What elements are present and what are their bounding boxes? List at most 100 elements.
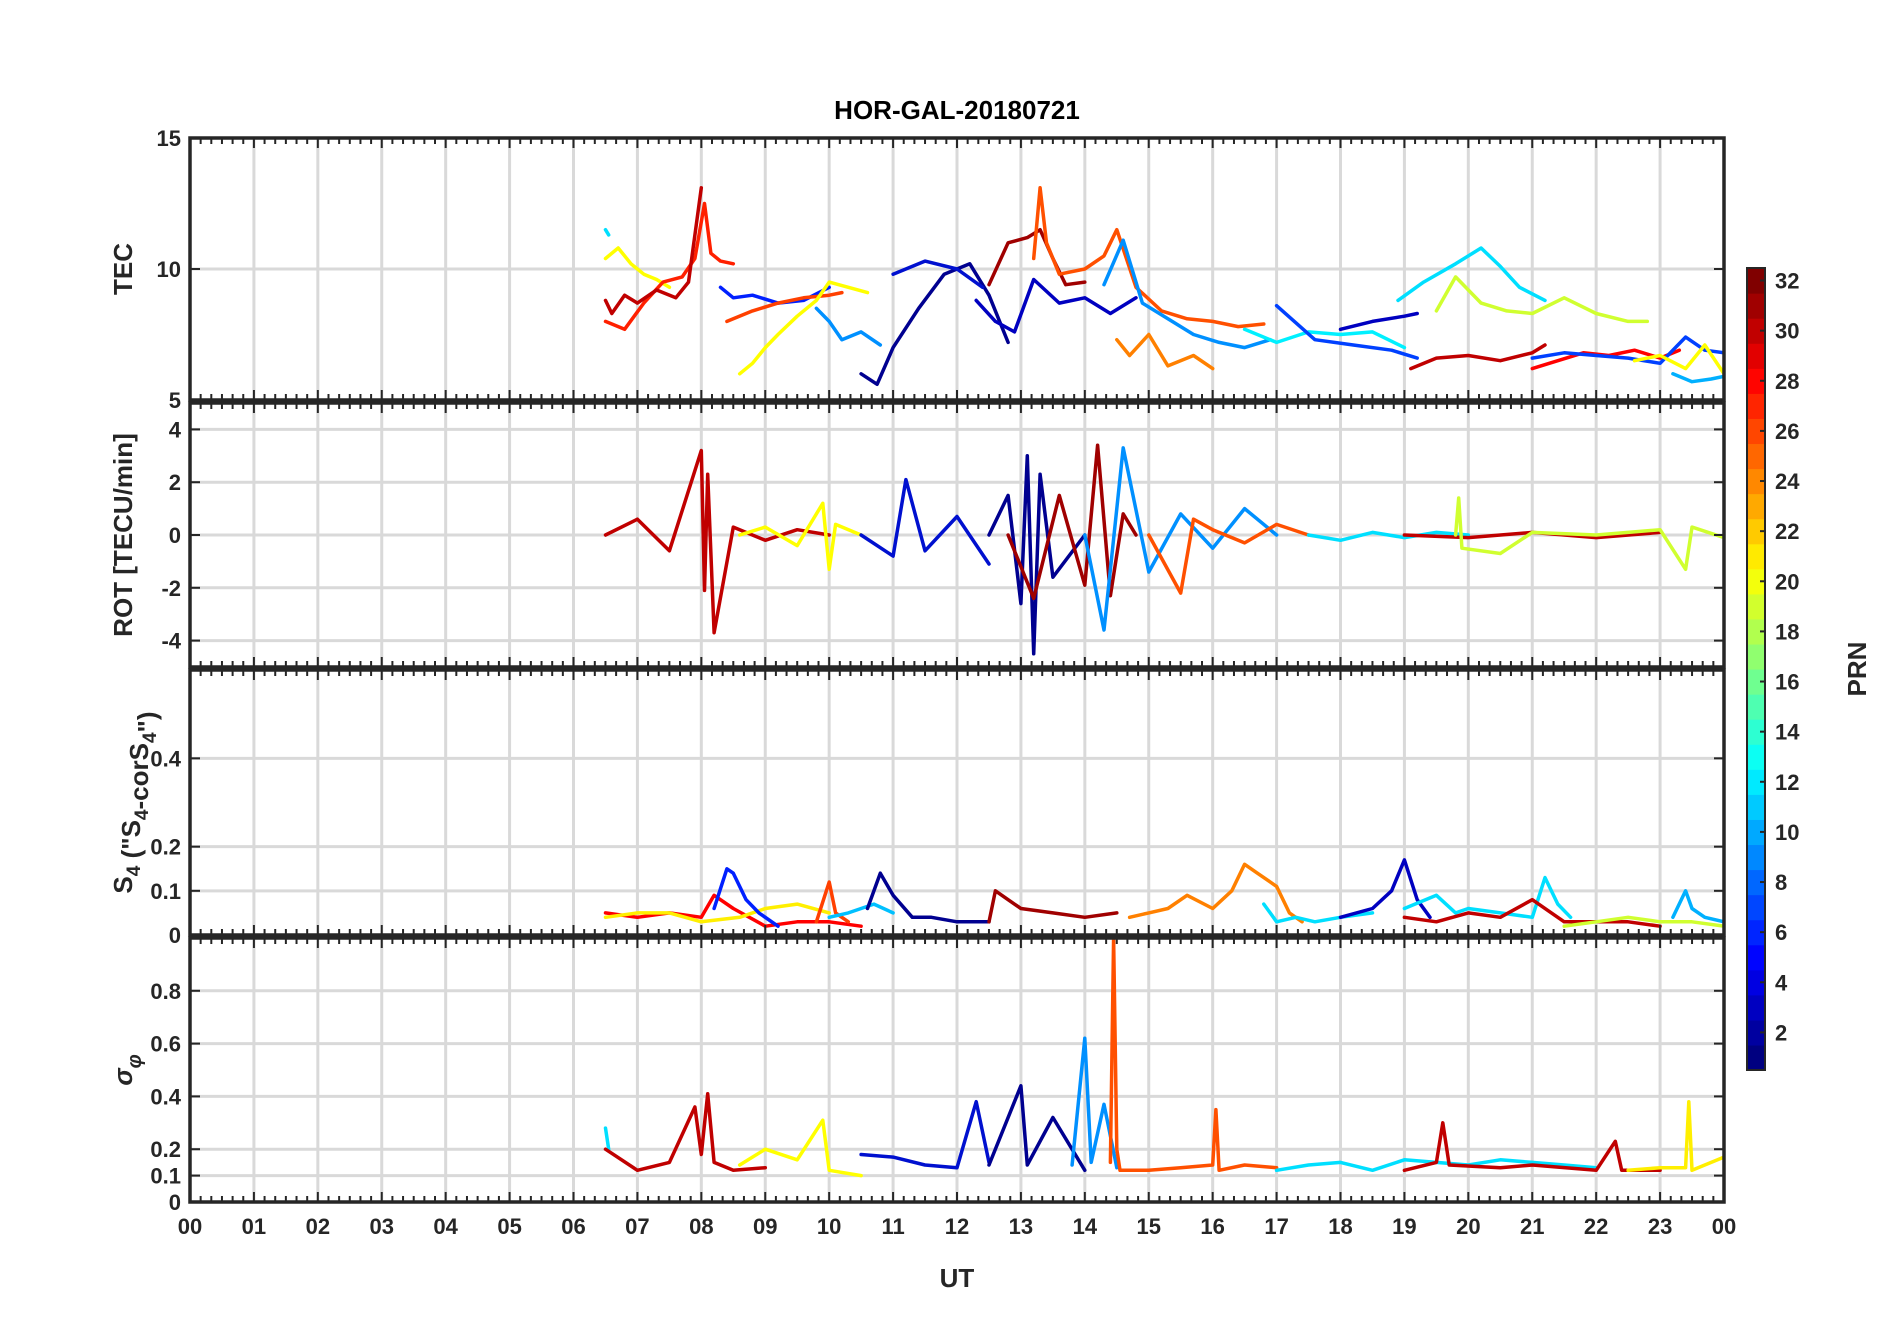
colorbar-tick-label: 6 [1775, 920, 1787, 945]
series-prn-30 [1402, 1121, 1662, 1173]
series-prn-8 [814, 306, 883, 347]
series-prn-12 [1306, 530, 1471, 543]
colorbar-tick-label: 10 [1775, 820, 1799, 845]
series-prn-23 [1115, 332, 1215, 371]
x-tick-label: 19 [1392, 1214, 1416, 1239]
x-tick-label: 16 [1200, 1214, 1224, 1239]
y-tick-label: 0.6 [150, 1032, 181, 1057]
series-prn-26 [725, 290, 844, 324]
x-tick-label: 12 [945, 1214, 969, 1239]
y-tick-label: 0.1 [150, 1164, 181, 1189]
colorbar-segment [1747, 669, 1765, 695]
x-tick-label: 10 [817, 1214, 841, 1239]
colorbar-segment [1747, 844, 1765, 871]
series-prn-21 [1632, 343, 1724, 376]
colorbar-tick-label: 8 [1775, 870, 1787, 895]
s4-panel: 0 0.1 0.2 0.4S4 ("S4-corS4") [108, 668, 1726, 948]
colorbar-label: PRN [1842, 642, 1872, 697]
x-tick-label: 13 [1009, 1214, 1033, 1239]
colorbar-tick-label: 14 [1775, 720, 1800, 745]
colorbar-segment [1747, 618, 1765, 645]
series-prn-30 [1402, 897, 1662, 928]
colorbar-segment [1747, 794, 1765, 820]
y-tick-label: 0 [169, 923, 181, 948]
series-prn-23 [1127, 862, 1304, 924]
colorbar-tick-label: 20 [1775, 569, 1799, 594]
colorbar-segment [1747, 994, 1765, 1021]
s4-series-group [603, 858, 1724, 928]
series-prn-25 [1147, 517, 1311, 595]
series-prn-1 [859, 262, 1010, 387]
y-tick-label: 0.1 [150, 879, 181, 904]
x-tick-label: 15 [1137, 1214, 1161, 1239]
series-prn-25 [1031, 186, 1266, 329]
colorbar-segment [1747, 1019, 1765, 1046]
y-tick-label: 4 [169, 417, 182, 442]
colorbar-segment [1747, 919, 1765, 946]
series-prn-31 [987, 227, 1087, 287]
x-tick-label: 21 [1520, 1214, 1544, 1239]
series-prn-31 [1006, 443, 1138, 601]
series-prn-1 [987, 454, 1087, 656]
colorbar-segment [1747, 293, 1765, 319]
x-axis: 00 01 02 03 04 05 06 07 08 09 10 11 12 13 14 15 16 17 18 19… [178, 1214, 1736, 1239]
colorbar-segment [1747, 393, 1765, 419]
y-tick-label: 0 [169, 1190, 181, 1215]
x-tick-label: 04 [433, 1214, 458, 1239]
x-tick-label: 01 [242, 1214, 266, 1239]
y-tick-label: 0 [169, 523, 181, 548]
tec-ylabel: TEC [108, 243, 138, 295]
series-prn-2 [1338, 311, 1419, 332]
colorbar-segment [1747, 493, 1765, 520]
y-tick-label: -2 [161, 576, 181, 601]
colorbar-tick-label: 26 [1775, 419, 1799, 444]
colorbar-segment [1747, 268, 1765, 294]
series-prn-2 [974, 277, 1138, 334]
colorbar-tick-label: 28 [1775, 369, 1799, 394]
colorbar-tick-label: 16 [1775, 670, 1799, 695]
colorbar-segment [1747, 368, 1765, 394]
y-tick-label: 15 [157, 126, 181, 151]
x-tick-label: 18 [1328, 1214, 1352, 1239]
series-prn-21 [737, 1118, 863, 1178]
sigma_phi-ylabel: σφ [108, 1054, 146, 1085]
series-prn-19 [1434, 275, 1650, 324]
x-tick-label: 07 [625, 1214, 649, 1239]
y-tick-label: 0.8 [150, 979, 181, 1004]
colorbar-tick-label: 24 [1775, 469, 1800, 494]
y-tick-label: 0.2 [150, 1137, 181, 1162]
x-tick-label: 11 [881, 1214, 904, 1239]
x-axis-label: UT [940, 1263, 975, 1293]
colorbar-segment [1747, 468, 1765, 495]
rot-ylabel: ROT [TECU/min] [108, 433, 138, 637]
y-tick-label: 5 [169, 388, 181, 413]
series-prn-1 [987, 1084, 1087, 1173]
y-tick-label: 0.2 [150, 835, 181, 860]
colorbar-tick-label: 32 [1775, 269, 1799, 294]
series-prn-9 [1671, 372, 1724, 384]
series-prn-25 [1108, 938, 1279, 1173]
colorbar-segment [1747, 819, 1765, 846]
series-prn-19 [1453, 496, 1724, 572]
series-prn-10 [827, 902, 895, 920]
series-prn-30 [1409, 343, 1547, 371]
series-prn-3 [859, 477, 991, 566]
series-prn-30 [603, 186, 704, 316]
series-prn-9 [1671, 889, 1724, 924]
series-prn-1 [865, 871, 991, 924]
tec-panel: 5 10 15 TEC [108, 126, 1726, 413]
colorbar-segment [1747, 318, 1765, 344]
colorbar-segment [1747, 593, 1765, 620]
series-prn-8 [1102, 238, 1272, 350]
sigma_phi-series-group [603, 938, 1724, 1178]
series-prn-19 [1562, 915, 1724, 928]
series-prn-2 [1338, 858, 1432, 920]
x-tick-label: 02 [306, 1214, 330, 1239]
series-prn-30 [603, 448, 831, 635]
colorbar-segment [1747, 418, 1765, 445]
colorbar-segment [1747, 443, 1765, 470]
x-tick-label: 20 [1456, 1214, 1480, 1239]
colorbar-segment [1747, 894, 1765, 921]
colorbar-segment [1747, 719, 1765, 745]
